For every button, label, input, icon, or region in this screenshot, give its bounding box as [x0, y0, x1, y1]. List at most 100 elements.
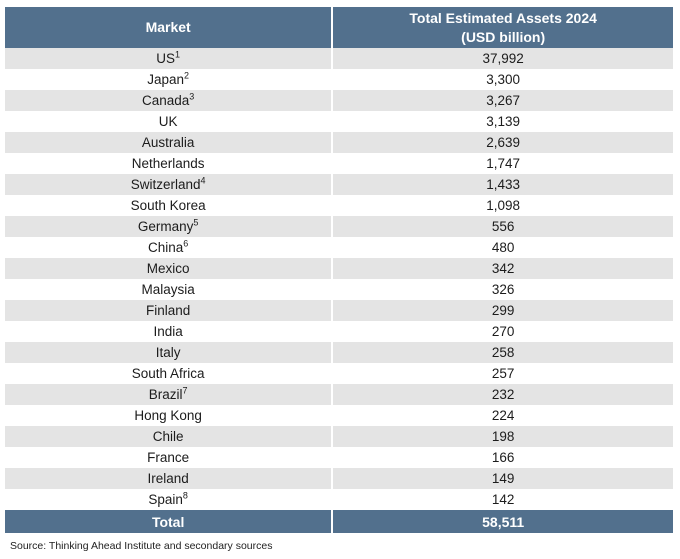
- table-row: Switzerland4 1,433: [5, 174, 673, 195]
- market-cell: Finland: [5, 300, 332, 321]
- market-cell: US1: [5, 48, 332, 69]
- assets-header-line2: (USD billion): [461, 28, 546, 45]
- market-name: Brazil: [148, 387, 183, 402]
- total-row: Total 58,511: [5, 510, 673, 533]
- market-name: Australia: [141, 135, 195, 150]
- market-cell: Spain8: [5, 489, 332, 510]
- market-name: Spain: [148, 492, 183, 507]
- market-name: South Korea: [130, 198, 206, 213]
- assets-value-cell: 198: [331, 426, 673, 447]
- market-name: China: [148, 240, 184, 255]
- market-name: Germany: [137, 219, 194, 234]
- market-name: Switzerland: [130, 177, 201, 192]
- table-row: Germany5 556: [5, 216, 673, 237]
- table-row: South Korea 1,098: [5, 195, 673, 216]
- market-name: Canada: [142, 93, 190, 108]
- market-cell: Australia: [5, 132, 332, 153]
- table-row: Spain8 142: [5, 489, 673, 510]
- table-row: UK 3,139: [5, 111, 673, 132]
- market-name: India: [153, 324, 183, 339]
- assets-value-cell: 342: [331, 258, 673, 279]
- table-body: US1 37,992 Japan2 3,300 Canada3 3,267 UK…: [5, 48, 673, 510]
- assets-value-cell: 326: [331, 279, 673, 300]
- market-cell: Ireland: [5, 468, 332, 489]
- table-row: China6 480: [5, 237, 673, 258]
- market-cell: Germany5: [5, 216, 332, 237]
- market-name: Chile: [152, 429, 184, 444]
- market-cell: Chile: [5, 426, 332, 447]
- assets-value-cell: 3,139: [331, 111, 673, 132]
- market-footnote-ref: 8: [182, 490, 188, 501]
- market-cell: Netherlands: [5, 153, 332, 174]
- market-cell: Brazil7: [5, 384, 332, 405]
- header-row: Market Total Estimated Assets 2024 (USD …: [5, 7, 673, 48]
- market-cell: Japan2: [5, 69, 332, 90]
- assets-value-cell: 556: [331, 216, 673, 237]
- market-name: Japan: [147, 72, 185, 87]
- market-footnote-ref: 4: [200, 175, 206, 186]
- table-row: France 166: [5, 447, 673, 468]
- market-name: Malaysia: [141, 282, 195, 297]
- market-column-header: Market: [5, 7, 333, 48]
- market-cell: Malaysia: [5, 279, 332, 300]
- market-footnote-ref: 6: [183, 238, 189, 249]
- market-cell: Canada3: [5, 90, 332, 111]
- assets-table: Market Total Estimated Assets 2024 (USD …: [5, 7, 673, 533]
- market-cell: UK: [5, 111, 332, 132]
- market-name: US: [156, 51, 176, 66]
- table-row: Chile 198: [5, 426, 673, 447]
- assets-value-cell: 37,992: [331, 48, 673, 69]
- market-cell: South Korea: [5, 195, 332, 216]
- market-cell: France: [5, 447, 332, 468]
- market-footnote-ref: 1: [175, 49, 181, 60]
- table-row: South Africa 257: [5, 363, 673, 384]
- table-row: Malaysia 326: [5, 279, 673, 300]
- table-row: Netherlands 1,747: [5, 153, 673, 174]
- market-cell: Switzerland4: [5, 174, 332, 195]
- assets-value-cell: 3,300: [331, 69, 673, 90]
- table-row: Australia 2,639: [5, 132, 673, 153]
- assets-value-cell: 299: [331, 300, 673, 321]
- assets-value-cell: 166: [331, 447, 673, 468]
- table-row: Hong Kong 224: [5, 405, 673, 426]
- market-cell: South Africa: [5, 363, 332, 384]
- assets-value-cell: 1,433: [331, 174, 673, 195]
- market-footnote-ref: 7: [182, 385, 188, 396]
- assets-value-cell: 1,747: [331, 153, 673, 174]
- assets-value-cell: 2,639: [331, 132, 673, 153]
- market-cell: Italy: [5, 342, 332, 363]
- assets-header-line1: Total Estimated Assets 2024: [409, 10, 597, 27]
- table-row: Canada3 3,267: [5, 90, 673, 111]
- assets-value-cell: 1,098: [331, 195, 673, 216]
- table-row: Ireland 149: [5, 468, 673, 489]
- source-note: Source: Thinking Ahead Institute and sec…: [10, 540, 273, 552]
- market-name: France: [147, 450, 190, 465]
- assets-value-cell: 480: [331, 237, 673, 258]
- table-row: Finland 299: [5, 300, 673, 321]
- market-name: Netherlands: [131, 156, 205, 171]
- table-row: India 270: [5, 321, 673, 342]
- market-name: Ireland: [147, 471, 189, 486]
- table-row: US1 37,992: [5, 48, 673, 69]
- market-cell: Mexico: [5, 258, 332, 279]
- total-value-cell: 58,511: [331, 510, 673, 533]
- assets-value-cell: 142: [331, 489, 673, 510]
- market-header-label: Market: [145, 19, 191, 36]
- market-footnote-ref: 2: [184, 70, 190, 81]
- assets-column-header: Total Estimated Assets 2024 (USD billion…: [331, 7, 673, 48]
- market-name: UK: [158, 114, 178, 129]
- market-cell: Hong Kong: [5, 405, 332, 426]
- table-footer: Total 58,511: [5, 510, 673, 533]
- market-cell: India: [5, 321, 332, 342]
- market-name: Italy: [155, 345, 181, 360]
- table-row: Italy 258: [5, 342, 673, 363]
- market-footnote-ref: 3: [189, 91, 195, 102]
- market-cell: China6: [5, 237, 332, 258]
- assets-table-container: Market Total Estimated Assets 2024 (USD …: [5, 7, 673, 533]
- market-footnote-ref: 5: [193, 217, 199, 228]
- market-name: South Africa: [131, 366, 205, 381]
- market-name: Finland: [146, 303, 191, 318]
- table-row: Mexico 342: [5, 258, 673, 279]
- table-row: Brazil7 232: [5, 384, 673, 405]
- market-name: Hong Kong: [134, 408, 202, 423]
